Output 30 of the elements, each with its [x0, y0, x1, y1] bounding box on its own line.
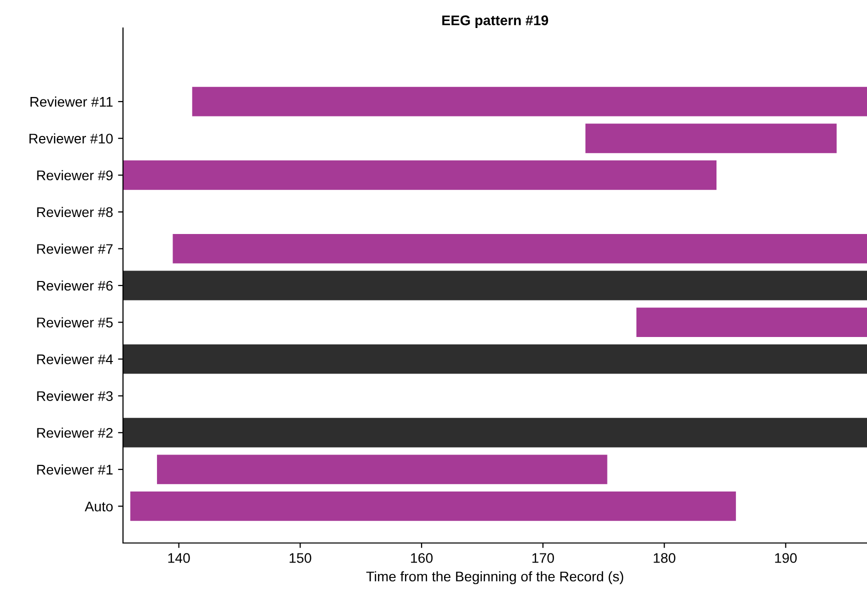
- y-tick-label: Reviewer #9: [37, 170, 113, 180]
- y-tick-label: Reviewer #11: [30, 96, 113, 107]
- y-tick-label: Reviewer #8: [37, 206, 113, 218]
- y-tick-label: Reviewer #6: [37, 280, 113, 291]
- chart-title: EEG pattern #19: [442, 15, 548, 28]
- bar: [123, 160, 716, 190]
- x-tick-label: 150: [290, 553, 312, 563]
- x-axis-title: Time from the Beginning of the Record (s): [366, 571, 624, 584]
- bar: [636, 308, 867, 337]
- y-tick-label: Reviewer #3: [37, 390, 113, 402]
- y-tick-label: Reviewer #7: [37, 244, 113, 254]
- x-tick-label: 180: [654, 553, 676, 563]
- x-tick-label: 190: [775, 553, 797, 563]
- y-tick-label: Reviewer #5: [37, 317, 113, 328]
- bar: [123, 418, 867, 448]
- bar: [130, 492, 736, 521]
- x-tick-label: 160: [411, 553, 433, 563]
- bar: [123, 270, 867, 300]
- y-tick-label: Reviewer #1: [37, 464, 113, 475]
- bar: [123, 344, 867, 374]
- y-tick-label: Reviewer #2: [37, 428, 113, 438]
- y-tick-label: Reviewer #4: [37, 354, 113, 364]
- x-tick-label: 170: [532, 553, 554, 563]
- y-tick-label: Reviewer #10: [30, 133, 113, 144]
- x-tick-label: 140: [168, 553, 190, 563]
- bar: [192, 86, 867, 116]
- bar: [172, 234, 867, 264]
- y-tick-label: Auto: [84, 502, 113, 512]
- bar: [156, 454, 608, 484]
- bar: [585, 124, 837, 154]
